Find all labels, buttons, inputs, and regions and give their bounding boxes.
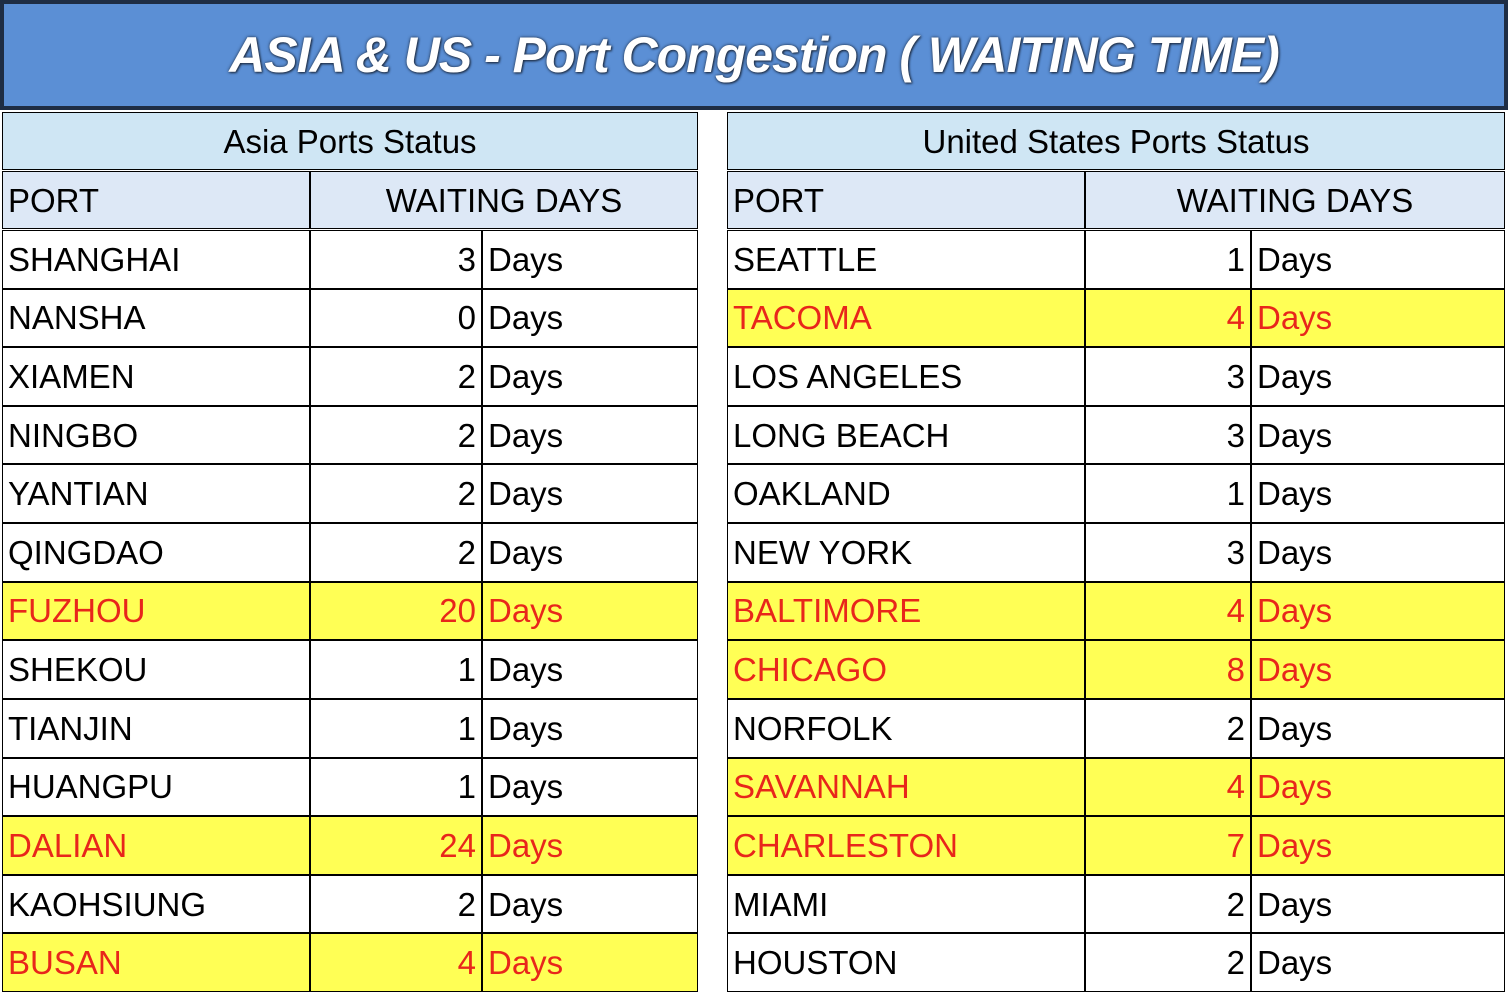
days-unit: Days bbox=[1251, 405, 1505, 465]
waiting-days: 3 bbox=[310, 230, 482, 289]
port-name: XIAMEN bbox=[2, 347, 310, 406]
port-name: BALTIMORE bbox=[727, 581, 1085, 641]
waiting-days: 2 bbox=[310, 405, 482, 465]
waiting-days: 20 bbox=[310, 581, 482, 641]
waiting-days: 1 bbox=[310, 757, 482, 817]
port-name: CHICAGO bbox=[727, 640, 1085, 699]
port-name: QINGDAO bbox=[2, 523, 310, 582]
waiting-days: 7 bbox=[1085, 816, 1251, 875]
days-unit: Days bbox=[482, 230, 698, 289]
waiting-days: 2 bbox=[310, 347, 482, 406]
days-unit: Days bbox=[482, 757, 698, 817]
waiting-days: 8 bbox=[1085, 640, 1251, 699]
port-name: KAOHSIUNG bbox=[2, 874, 310, 934]
days-unit: Days bbox=[482, 347, 698, 406]
waiting-days: 1 bbox=[310, 640, 482, 699]
days-unit: Days bbox=[1251, 230, 1505, 289]
days-unit: Days bbox=[1251, 464, 1505, 524]
days-unit: Days bbox=[482, 933, 698, 992]
section-title: United States Ports Status bbox=[727, 112, 1505, 170]
column-header: WAITING DAYS bbox=[1085, 171, 1505, 229]
port-name: SAVANNAH bbox=[727, 757, 1085, 817]
days-unit: Days bbox=[482, 816, 698, 875]
waiting-days: 3 bbox=[1085, 347, 1251, 406]
port-name: MIAMI bbox=[727, 874, 1085, 934]
days-unit: Days bbox=[482, 698, 698, 758]
column-header: PORT bbox=[2, 171, 310, 229]
days-unit: Days bbox=[482, 288, 698, 348]
waiting-days: 0 bbox=[310, 288, 482, 348]
section-title: Asia Ports Status bbox=[2, 112, 698, 170]
port-name: HUANGPU bbox=[2, 757, 310, 817]
waiting-days: 2 bbox=[1085, 698, 1251, 758]
port-name: SEATTLE bbox=[727, 230, 1085, 289]
days-unit: Days bbox=[482, 523, 698, 582]
port-name: NORFOLK bbox=[727, 698, 1085, 758]
days-unit: Days bbox=[1251, 347, 1505, 406]
days-unit: Days bbox=[482, 464, 698, 524]
waiting-days: 4 bbox=[310, 933, 482, 992]
column-header: PORT bbox=[727, 171, 1085, 229]
days-unit: Days bbox=[1251, 698, 1505, 758]
days-unit: Days bbox=[482, 874, 698, 934]
port-name: LOS ANGELES bbox=[727, 347, 1085, 406]
port-name: NEW YORK bbox=[727, 523, 1085, 582]
days-unit: Days bbox=[1251, 874, 1505, 934]
waiting-days: 3 bbox=[1085, 523, 1251, 582]
waiting-days: 1 bbox=[1085, 230, 1251, 289]
waiting-days: 2 bbox=[1085, 874, 1251, 934]
port-name: BUSAN bbox=[2, 933, 310, 992]
waiting-days: 4 bbox=[1085, 757, 1251, 817]
days-unit: Days bbox=[482, 640, 698, 699]
waiting-days: 2 bbox=[310, 464, 482, 524]
waiting-days: 2 bbox=[1085, 933, 1251, 992]
days-unit: Days bbox=[1251, 581, 1505, 641]
port-name: SHANGHAI bbox=[2, 230, 310, 289]
waiting-days: 2 bbox=[310, 523, 482, 582]
port-name: OAKLAND bbox=[727, 464, 1085, 524]
port-name: YANTIAN bbox=[2, 464, 310, 524]
waiting-days: 4 bbox=[1085, 288, 1251, 348]
port-name: TIANJIN bbox=[2, 698, 310, 758]
days-unit: Days bbox=[1251, 288, 1505, 348]
port-name: DALIAN bbox=[2, 816, 310, 875]
port-name: NINGBO bbox=[2, 405, 310, 465]
port-name: NANSHA bbox=[2, 288, 310, 348]
waiting-days: 4 bbox=[1085, 581, 1251, 641]
waiting-days: 1 bbox=[310, 698, 482, 758]
port-name: LONG BEACH bbox=[727, 405, 1085, 465]
waiting-days: 3 bbox=[1085, 405, 1251, 465]
waiting-days: 1 bbox=[1085, 464, 1251, 524]
port-name: SHEKOU bbox=[2, 640, 310, 699]
page-title: ASIA & US - Port Congestion ( WAITING TI… bbox=[0, 0, 1508, 110]
days-unit: Days bbox=[482, 405, 698, 465]
days-unit: Days bbox=[482, 581, 698, 641]
port-name: CHARLESTON bbox=[727, 816, 1085, 875]
days-unit: Days bbox=[1251, 816, 1505, 875]
waiting-days: 2 bbox=[310, 874, 482, 934]
days-unit: Days bbox=[1251, 640, 1505, 699]
waiting-days: 24 bbox=[310, 816, 482, 875]
days-unit: Days bbox=[1251, 757, 1505, 817]
column-header: WAITING DAYS bbox=[310, 171, 698, 229]
days-unit: Days bbox=[1251, 523, 1505, 582]
port-name: HOUSTON bbox=[727, 933, 1085, 992]
port-name: TACOMA bbox=[727, 288, 1085, 348]
port-name: FUZHOU bbox=[2, 581, 310, 641]
days-unit: Days bbox=[1251, 933, 1505, 992]
